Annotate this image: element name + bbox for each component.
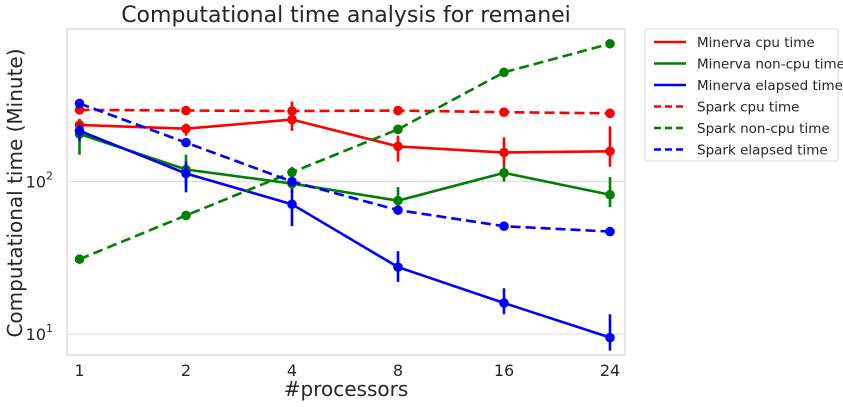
legend-label: Spark non-cpu time bbox=[697, 121, 830, 137]
legend-label: Minerva elapsed time bbox=[697, 78, 843, 94]
series-minerva-elapsed-time bbox=[74, 124, 615, 351]
legend-label: Minerva non-cpu time bbox=[697, 57, 843, 73]
data-point bbox=[605, 38, 615, 49]
data-point bbox=[393, 195, 403, 206]
data-point bbox=[287, 167, 297, 178]
data-point bbox=[287, 114, 297, 125]
series-line bbox=[79, 42, 611, 261]
data-point bbox=[605, 146, 615, 157]
y-tick-labels: 101 102 bbox=[26, 170, 53, 345]
x-axis-label: #processors bbox=[284, 377, 409, 401]
grid bbox=[67, 181, 625, 335]
data-point bbox=[499, 147, 509, 158]
data-point bbox=[181, 210, 191, 221]
data-point bbox=[74, 126, 85, 136]
legend: Minerva cpu time Minerva non-cpu time Mine… bbox=[644, 28, 843, 162]
data-point bbox=[605, 226, 615, 237]
x-tick-label: 8 bbox=[393, 361, 403, 380]
data-point bbox=[393, 262, 403, 272]
data-point bbox=[287, 176, 297, 187]
series-line bbox=[79, 129, 611, 339]
data-point bbox=[499, 107, 509, 117]
data-point bbox=[181, 168, 191, 179]
data-point bbox=[605, 108, 615, 119]
series-spark-non-cpu-time bbox=[74, 38, 615, 264]
legend-label: Minerva cpu time bbox=[697, 35, 815, 51]
data-point bbox=[605, 332, 615, 343]
data-point bbox=[499, 67, 509, 78]
legend-label: Spark elapsed time bbox=[697, 143, 828, 159]
x-tick-label: 24 bbox=[600, 361, 620, 380]
chart-title: Computational time analysis for remanei bbox=[121, 3, 571, 28]
y-tick-label: 101 bbox=[26, 322, 53, 344]
x-tick-label: 1 bbox=[74, 361, 84, 380]
series-spark-elapsed-time bbox=[74, 98, 615, 237]
data-point bbox=[393, 141, 403, 152]
series-line bbox=[79, 108, 611, 115]
series-spark-cpu-time bbox=[74, 105, 615, 119]
data-point bbox=[74, 254, 85, 264]
x-tick-labels: 1 2 4 8 16 24 bbox=[74, 361, 620, 380]
legend-frame bbox=[644, 28, 839, 162]
data-point bbox=[393, 105, 403, 116]
data-point bbox=[74, 98, 85, 109]
data-point bbox=[287, 199, 297, 210]
x-tick-label: 16 bbox=[494, 361, 514, 380]
series-line bbox=[79, 102, 611, 233]
x-tick-label: 4 bbox=[287, 361, 297, 380]
data-point bbox=[499, 221, 509, 231]
data-point bbox=[181, 137, 191, 148]
y-tick-label: 102 bbox=[26, 170, 53, 192]
data-point bbox=[499, 168, 509, 178]
y-axis-label: Computational time (Minute) bbox=[3, 48, 27, 337]
series-line bbox=[79, 118, 611, 154]
data-point bbox=[181, 123, 191, 134]
series-layer bbox=[74, 38, 615, 351]
data-point bbox=[605, 189, 615, 200]
data-point bbox=[181, 105, 191, 116]
data-point bbox=[499, 298, 509, 308]
data-point bbox=[287, 106, 297, 116]
legend-label: Spark cpu time bbox=[697, 100, 799, 116]
x-tick-label: 2 bbox=[181, 361, 191, 380]
data-point bbox=[393, 124, 403, 135]
data-point bbox=[393, 205, 403, 215]
series-line bbox=[79, 132, 611, 202]
